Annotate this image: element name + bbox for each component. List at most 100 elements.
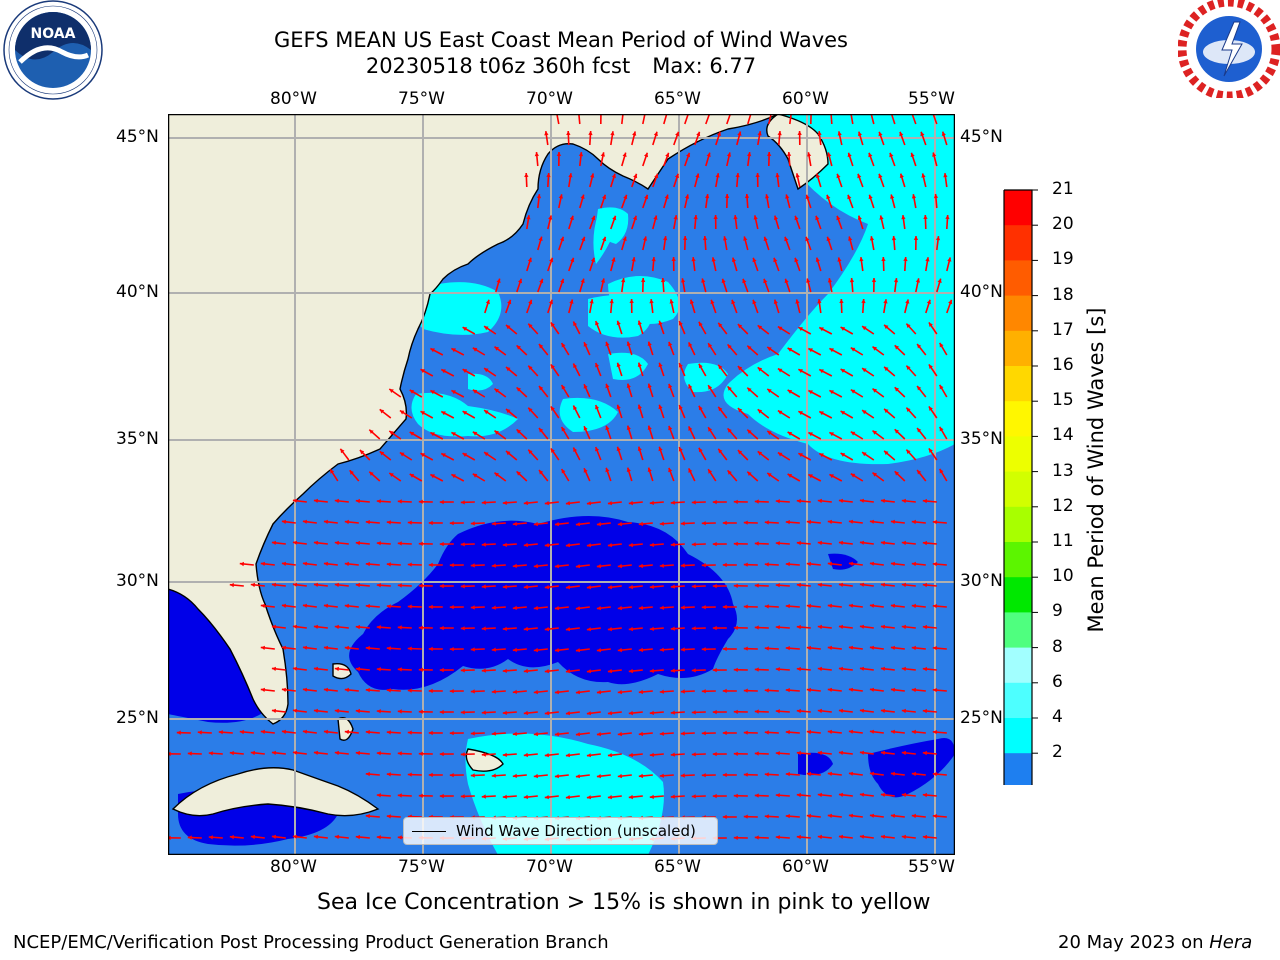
wave-vector-head — [754, 541, 759, 546]
wave-vector-head — [313, 498, 318, 503]
wave-vector-head — [708, 469, 713, 474]
wave-vector-head — [939, 384, 944, 390]
wave-vector-head — [460, 668, 465, 673]
wave-vector-head — [397, 667, 402, 672]
wave-vector-head — [680, 773, 685, 778]
wave-vector-head — [880, 624, 885, 629]
lat-tick-left: 30°N — [116, 571, 159, 591]
wave-vector-head — [670, 584, 675, 589]
wave-vector-head — [754, 667, 759, 672]
wave-vector-head — [695, 173, 700, 178]
wave-vector-head — [659, 731, 664, 736]
wave-vector-head — [654, 173, 659, 179]
colorbar-tick: 15 — [1052, 390, 1074, 411]
wave-vector-head — [890, 519, 895, 524]
wave-vector-head — [439, 793, 444, 799]
wave-vector-head — [659, 689, 664, 694]
lon-tick-top: 60°W — [782, 89, 829, 109]
wave-vector-head — [628, 710, 633, 716]
wave-vector-head — [561, 427, 566, 432]
wave-vector-head — [869, 236, 875, 241]
wave-vector-head — [449, 647, 454, 652]
wave-vector-head — [616, 404, 621, 410]
wave-vector-head — [554, 732, 559, 737]
wave-vector-head — [713, 215, 718, 219]
wave-vector-head — [386, 814, 391, 819]
wave-vector-head — [229, 583, 234, 588]
wave-vector — [705, 114, 711, 125]
wave-vector-head — [523, 500, 528, 506]
wave-vector-head — [678, 405, 683, 410]
wave-vector-head — [334, 582, 339, 588]
wave-vector-head — [698, 321, 703, 327]
wave-vector-head — [516, 387, 521, 392]
wave-vector-head — [386, 688, 391, 693]
wave-vector-head — [554, 648, 559, 653]
wave-vector-head — [292, 498, 297, 503]
wave-vector-head — [449, 605, 454, 610]
wave-vector-head — [838, 624, 843, 629]
wave-vector-head — [512, 521, 517, 526]
wave-vector-head — [628, 794, 633, 800]
wave-vector — [642, 114, 646, 125]
wave-vector-head — [472, 473, 478, 478]
wave-vector-head — [733, 625, 738, 630]
footer-credit: NCEP/EMC/Verification Post Processing Pr… — [13, 932, 609, 953]
wave-vector-head — [334, 624, 339, 630]
wave-vector-head — [544, 543, 549, 548]
wave-vector-head — [596, 648, 601, 653]
wave-vector-head — [879, 215, 884, 220]
wave-vector-head — [787, 390, 793, 394]
wave-vector-head — [281, 561, 286, 566]
wave-vector-head — [365, 646, 370, 651]
wave-vector-head — [626, 383, 631, 388]
wave-vector-head — [773, 299, 778, 304]
wave-vector-head — [651, 257, 656, 262]
wave-vector-head — [701, 521, 706, 526]
wave-vector-head — [281, 519, 286, 524]
wave-vector-head — [626, 341, 631, 346]
wave-vector-head — [901, 792, 906, 798]
wave-vector-head — [827, 278, 833, 283]
wave-vector-head — [575, 522, 580, 527]
wave-vector-head — [292, 582, 297, 587]
wave-vector-head — [334, 834, 339, 840]
wave-vector-head — [859, 540, 864, 545]
colorbar-tick: 16 — [1052, 355, 1074, 375]
colorbar-segment — [1004, 471, 1032, 508]
wave-vector-head — [472, 431, 478, 436]
wave-vector-head — [420, 411, 425, 416]
wave-vector-head — [796, 708, 801, 714]
wave-vector-head — [481, 584, 486, 589]
wave-vector-head — [890, 561, 895, 566]
colorbar-segment — [1004, 506, 1032, 543]
wave-vector-head — [890, 771, 895, 776]
wave-vector-head — [407, 688, 412, 693]
wave-vector-head — [829, 432, 834, 437]
wave-vector-head — [806, 603, 811, 609]
wave-vector-head — [775, 499, 780, 504]
wave-vector-head — [785, 688, 790, 693]
wave-vector-head — [607, 669, 612, 674]
wave-vector-head — [607, 501, 612, 506]
colorbar-tick: 11 — [1052, 531, 1074, 551]
wave-vector-head — [407, 772, 412, 777]
colorbar-tick: 14 — [1052, 425, 1074, 446]
wave-vector-head — [647, 425, 652, 430]
wave-vector-head — [386, 772, 391, 777]
wave-vector — [932, 114, 938, 125]
wave-vector-head — [911, 519, 916, 525]
wave-vector-head — [806, 561, 811, 567]
wave-vector-head — [533, 605, 538, 611]
wave-vector-head — [539, 278, 544, 284]
wave-vector-head — [554, 522, 559, 527]
wave-vector-head — [840, 369, 846, 373]
wave-vector-head — [948, 299, 953, 305]
wave-vector-head — [747, 471, 752, 476]
wave-vector-head — [271, 540, 276, 545]
wave-vector-head — [711, 257, 716, 262]
wave-vector-head — [292, 708, 297, 713]
wave-vector-head — [539, 470, 544, 475]
wave-vector-head — [686, 152, 691, 158]
wave-vector-head — [533, 521, 538, 527]
